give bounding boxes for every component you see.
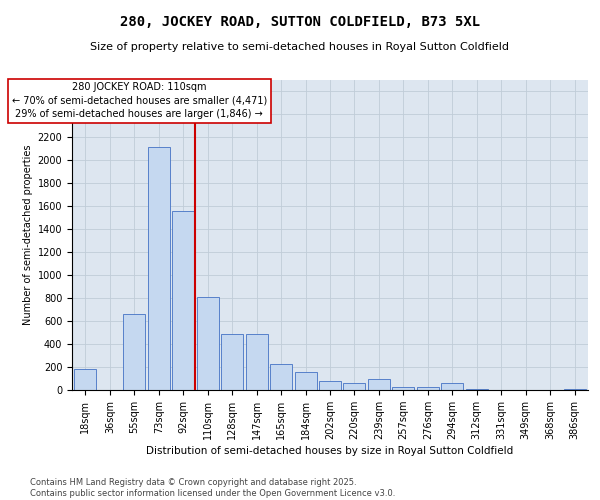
Y-axis label: Number of semi-detached properties: Number of semi-detached properties — [23, 145, 34, 325]
X-axis label: Distribution of semi-detached houses by size in Royal Sutton Coldfield: Distribution of semi-detached houses by … — [146, 446, 514, 456]
Bar — [563, 389, 586, 390]
Bar — [417, 386, 439, 390]
Bar — [343, 383, 365, 390]
Bar — [221, 334, 243, 390]
Bar — [197, 297, 219, 390]
Bar — [172, 211, 194, 390]
Text: Size of property relative to semi-detached houses in Royal Sutton Coldfield: Size of property relative to semi-detach… — [91, 42, 509, 52]
Bar — [270, 364, 292, 390]
Bar — [392, 386, 415, 390]
Bar — [295, 372, 317, 390]
Bar — [148, 146, 170, 390]
Bar — [368, 378, 390, 390]
Bar — [124, 314, 145, 390]
Bar — [466, 389, 488, 390]
Bar — [245, 334, 268, 390]
Text: Contains HM Land Registry data © Crown copyright and database right 2025.
Contai: Contains HM Land Registry data © Crown c… — [30, 478, 395, 498]
Text: 280, JOCKEY ROAD, SUTTON COLDFIELD, B73 5XL: 280, JOCKEY ROAD, SUTTON COLDFIELD, B73 … — [120, 15, 480, 29]
Bar — [319, 382, 341, 390]
Bar — [441, 383, 463, 390]
Bar — [74, 369, 97, 390]
Text: 280 JOCKEY ROAD: 110sqm
← 70% of semi-detached houses are smaller (4,471)
29% of: 280 JOCKEY ROAD: 110sqm ← 70% of semi-de… — [11, 82, 267, 119]
